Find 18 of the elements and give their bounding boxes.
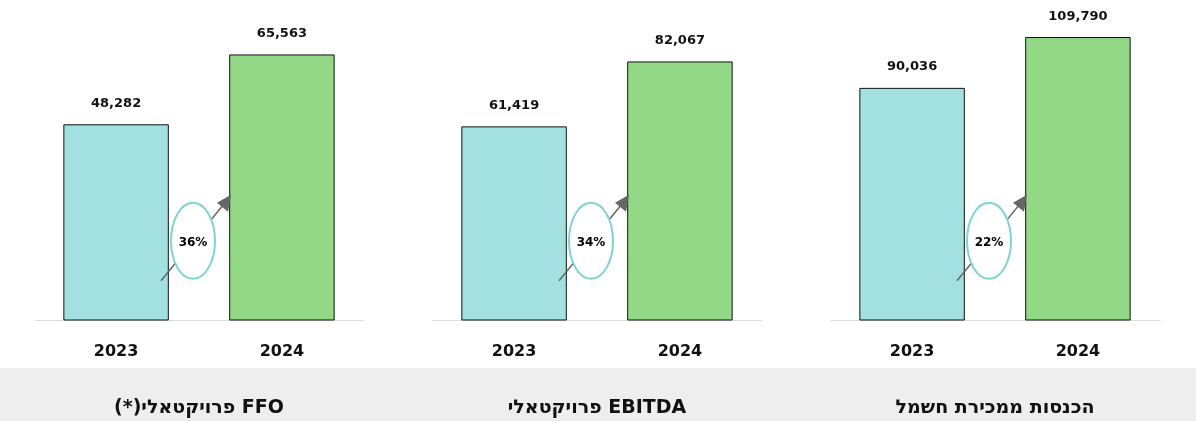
x-tick-label: 2024 — [1055, 340, 1101, 360]
x-tick-label: 2023 — [491, 340, 537, 360]
text: פרויקטאלי EBITDA — [507, 395, 687, 418]
x-tick-label: 2024 — [259, 340, 305, 360]
data-label: 109,790 — [1048, 7, 1108, 23]
text: (*)פרויקטאלי FFO — [114, 395, 284, 418]
data-label: 90,036 — [887, 58, 938, 74]
annotation: 36% — [178, 234, 208, 249]
annotation: 34% — [576, 234, 606, 249]
x-tick-label: 2023 — [93, 340, 139, 360]
data-label: 61,419 — [489, 96, 540, 112]
data-label: 82,067 — [654, 31, 705, 47]
annotation: 22% — [974, 234, 1004, 249]
data-label: 48,282 — [91, 94, 142, 110]
x-tick-label: 2023 — [889, 340, 935, 360]
data-label: 65,563 — [256, 24, 307, 40]
text: הכנסות ממכירת חשמל — [895, 395, 1095, 417]
x-tick-label: 2024 — [657, 340, 703, 360]
